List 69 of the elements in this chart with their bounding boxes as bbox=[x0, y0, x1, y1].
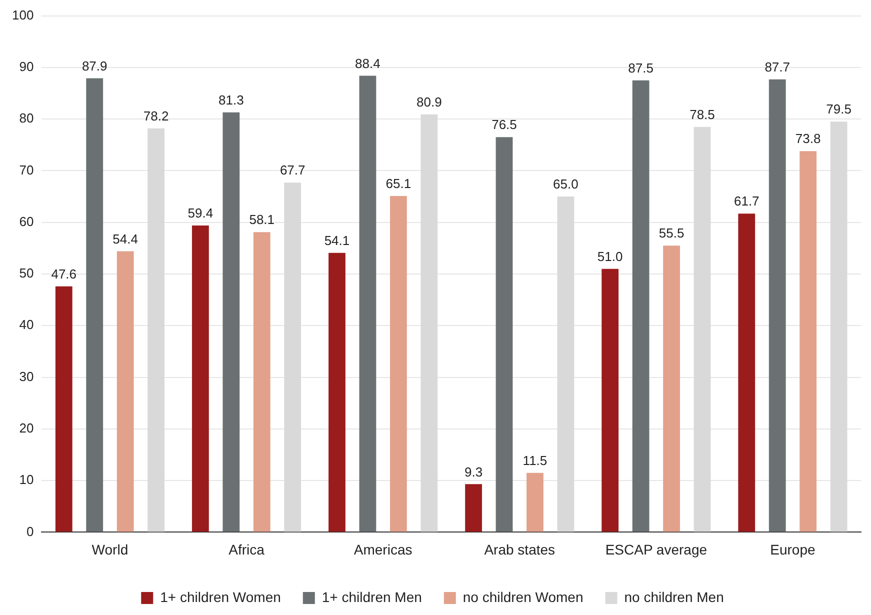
data-label: 78.5 bbox=[690, 106, 715, 122]
data-label: 61.7 bbox=[734, 194, 760, 209]
data-label: 54.4 bbox=[112, 231, 138, 246]
data-label: 87.5 bbox=[628, 60, 654, 76]
x-tick-label: World bbox=[92, 541, 128, 558]
bar bbox=[496, 137, 513, 532]
bar bbox=[663, 246, 680, 532]
data-label: 76.5 bbox=[492, 117, 517, 132]
bar bbox=[526, 472, 544, 532]
data-label: 80.9 bbox=[416, 94, 442, 110]
y-tick-label: 40 bbox=[19, 317, 34, 332]
bar bbox=[830, 122, 848, 532]
bar bbox=[148, 128, 164, 532]
y-tick-label: 30 bbox=[19, 368, 34, 384]
legend-label: no children Women bbox=[462, 588, 584, 605]
bar bbox=[602, 268, 619, 532]
data-label: 51.0 bbox=[597, 248, 623, 264]
legend-label: 1+ children Women bbox=[160, 588, 281, 605]
bar bbox=[694, 126, 711, 532]
data-label: 9.3 bbox=[464, 464, 483, 480]
bar bbox=[557, 196, 574, 532]
data-label: 58.1 bbox=[249, 212, 275, 228]
y-tick-label: 100 bbox=[12, 7, 34, 22]
x-tick-label: Arab states bbox=[484, 541, 556, 558]
data-label: 73.8 bbox=[795, 131, 821, 146]
bar bbox=[55, 286, 72, 532]
x-tick-label: Africa bbox=[228, 541, 265, 558]
data-label: 11.5 bbox=[522, 452, 548, 468]
data-label: 65.0 bbox=[553, 176, 578, 192]
data-label: 59.4 bbox=[188, 206, 214, 221]
bar bbox=[800, 151, 817, 532]
bar bbox=[390, 196, 407, 532]
bar bbox=[253, 232, 270, 532]
y-tick-label: 50 bbox=[19, 266, 34, 281]
bar bbox=[465, 484, 482, 532]
bar bbox=[420, 114, 438, 532]
data-label: 79.5 bbox=[826, 102, 852, 117]
bar bbox=[222, 112, 240, 532]
bar bbox=[116, 251, 134, 532]
bar bbox=[738, 214, 756, 532]
y-tick-label: 20 bbox=[19, 420, 34, 436]
data-label: 55.5 bbox=[658, 226, 684, 241]
y-tick-label: 10 bbox=[19, 472, 34, 488]
bar bbox=[192, 225, 209, 532]
data-label: 78.2 bbox=[143, 108, 169, 124]
bar bbox=[328, 252, 346, 532]
data-label: 54.1 bbox=[324, 232, 350, 248]
bar bbox=[359, 76, 376, 532]
y-tick-label: 80 bbox=[19, 110, 34, 126]
data-label: 87.7 bbox=[764, 59, 790, 74]
bar bbox=[632, 80, 650, 532]
data-label: 67.7 bbox=[280, 162, 306, 178]
x-tick-label: Americas bbox=[354, 541, 412, 558]
x-tick-label: Europe bbox=[770, 541, 816, 558]
legend-label: 1+ children Men bbox=[322, 588, 422, 605]
y-tick-label: 0 bbox=[26, 524, 34, 539]
data-label: 47.6 bbox=[51, 266, 77, 282]
x-tick-label: ESCAP average bbox=[605, 541, 708, 558]
bar bbox=[284, 182, 302, 532]
y-tick-label: 60 bbox=[19, 214, 34, 229]
legend-label: no children Men bbox=[624, 588, 724, 605]
y-tick-label: 90 bbox=[19, 59, 34, 74]
y-tick-label: 70 bbox=[19, 162, 34, 178]
data-label: 65.1 bbox=[386, 176, 412, 192]
bar bbox=[768, 79, 786, 532]
bar bbox=[86, 78, 104, 532]
data-label: 88.4 bbox=[355, 56, 380, 71]
data-label: 81.3 bbox=[218, 92, 244, 108]
data-label: 87.9 bbox=[82, 58, 108, 74]
